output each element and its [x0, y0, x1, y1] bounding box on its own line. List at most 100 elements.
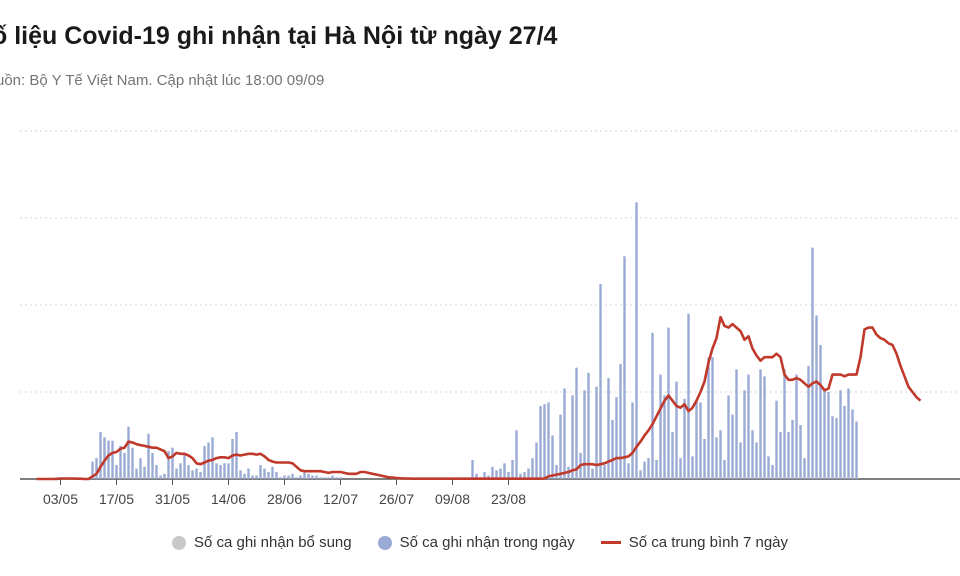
bar[interactable]: [591, 468, 594, 479]
bar[interactable]: [675, 381, 678, 479]
bar[interactable]: [723, 459, 726, 479]
bar[interactable]: [547, 402, 550, 479]
bar[interactable]: [283, 475, 286, 479]
bar[interactable]: [183, 454, 186, 479]
bar[interactable]: [855, 421, 858, 479]
bar[interactable]: [275, 472, 278, 479]
bar[interactable]: [843, 405, 846, 479]
bar[interactable]: [131, 447, 134, 479]
bar[interactable]: [615, 397, 618, 479]
bar[interactable]: [303, 472, 306, 479]
bar[interactable]: [191, 470, 194, 479]
bar[interactable]: [795, 374, 798, 479]
bar[interactable]: [195, 468, 198, 479]
bar[interactable]: [143, 466, 146, 479]
bar[interactable]: [291, 473, 294, 479]
bar[interactable]: [231, 438, 234, 479]
bar[interactable]: [735, 369, 738, 479]
bar[interactable]: [199, 472, 202, 479]
bar[interactable]: [187, 465, 190, 479]
bar[interactable]: [491, 466, 494, 479]
bar[interactable]: [743, 390, 746, 479]
bar[interactable]: [799, 425, 802, 479]
bar[interactable]: [687, 313, 690, 479]
bar[interactable]: [531, 458, 534, 479]
bar[interactable]: [119, 445, 122, 479]
bar[interactable]: [323, 477, 326, 479]
bar[interactable]: [127, 426, 130, 479]
bar[interactable]: [595, 386, 598, 479]
bar[interactable]: [263, 468, 266, 479]
bar[interactable]: [711, 357, 714, 479]
bar[interactable]: [175, 468, 178, 479]
bar[interactable]: [835, 418, 838, 479]
bar[interactable]: [815, 315, 818, 479]
bar[interactable]: [543, 404, 546, 479]
bar[interactable]: [259, 465, 262, 479]
bar[interactable]: [527, 468, 530, 479]
bar[interactable]: [239, 470, 242, 479]
bar[interactable]: [139, 458, 142, 479]
bar[interactable]: [671, 432, 674, 479]
bar[interactable]: [495, 470, 498, 479]
bar[interactable]: [171, 447, 174, 479]
bar[interactable]: [851, 409, 854, 479]
bar[interactable]: [603, 465, 606, 479]
bar[interactable]: [695, 400, 698, 479]
bar[interactable]: [475, 473, 478, 479]
bar[interactable]: [167, 451, 170, 479]
bar[interactable]: [471, 459, 474, 479]
bar[interactable]: [683, 398, 686, 479]
bar[interactable]: [111, 440, 114, 479]
bar[interactable]: [483, 472, 486, 479]
bar[interactable]: [699, 402, 702, 479]
bar[interactable]: [563, 388, 566, 479]
bar[interactable]: [551, 435, 554, 480]
bar[interactable]: [331, 475, 334, 479]
bar[interactable]: [295, 477, 298, 479]
bar[interactable]: [667, 327, 670, 479]
bar[interactable]: [523, 472, 526, 479]
bar[interactable]: [751, 430, 754, 479]
bar[interactable]: [515, 430, 518, 479]
bar[interactable]: [539, 405, 542, 479]
bar[interactable]: [327, 477, 330, 479]
bar[interactable]: [223, 463, 226, 479]
bar[interactable]: [823, 390, 826, 479]
bar[interactable]: [647, 458, 650, 479]
bar[interactable]: [299, 475, 302, 479]
bar[interactable]: [663, 395, 666, 479]
bar[interactable]: [715, 437, 718, 479]
bar[interactable]: [307, 473, 310, 479]
bar[interactable]: [559, 414, 562, 479]
bar[interactable]: [655, 459, 658, 479]
legend-item-daily[interactable]: Số ca ghi nhận trong ngày: [377, 534, 575, 551]
bar[interactable]: [311, 475, 314, 479]
bar[interactable]: [811, 247, 814, 479]
bar[interactable]: [115, 465, 118, 479]
bar[interactable]: [255, 475, 258, 479]
legend-item-average[interactable]: Số ca trung bình 7 ngày: [600, 534, 788, 551]
bar[interactable]: [147, 433, 150, 479]
bar[interactable]: [679, 458, 682, 479]
bar[interactable]: [779, 432, 782, 479]
bar[interactable]: [339, 477, 342, 479]
bar[interactable]: [511, 459, 514, 479]
bar[interactable]: [635, 202, 638, 479]
bar[interactable]: [103, 437, 106, 479]
average-line[interactable]: [36, 315, 922, 481]
bar[interactable]: [623, 256, 626, 479]
bar[interactable]: [691, 456, 694, 479]
bar[interactable]: [163, 473, 166, 479]
bar[interactable]: [607, 378, 610, 479]
bar[interactable]: [803, 458, 806, 479]
bar[interactable]: [555, 465, 558, 479]
bar[interactable]: [135, 468, 138, 479]
bar[interactable]: [243, 473, 246, 479]
bar[interactable]: [219, 465, 222, 479]
bar[interactable]: [707, 357, 710, 479]
bar[interactable]: [179, 463, 182, 479]
bar[interactable]: [763, 376, 766, 479]
bar[interactable]: [719, 430, 722, 479]
legend-item-supplement[interactable]: Số ca ghi nhận bổ sung: [171, 534, 352, 551]
